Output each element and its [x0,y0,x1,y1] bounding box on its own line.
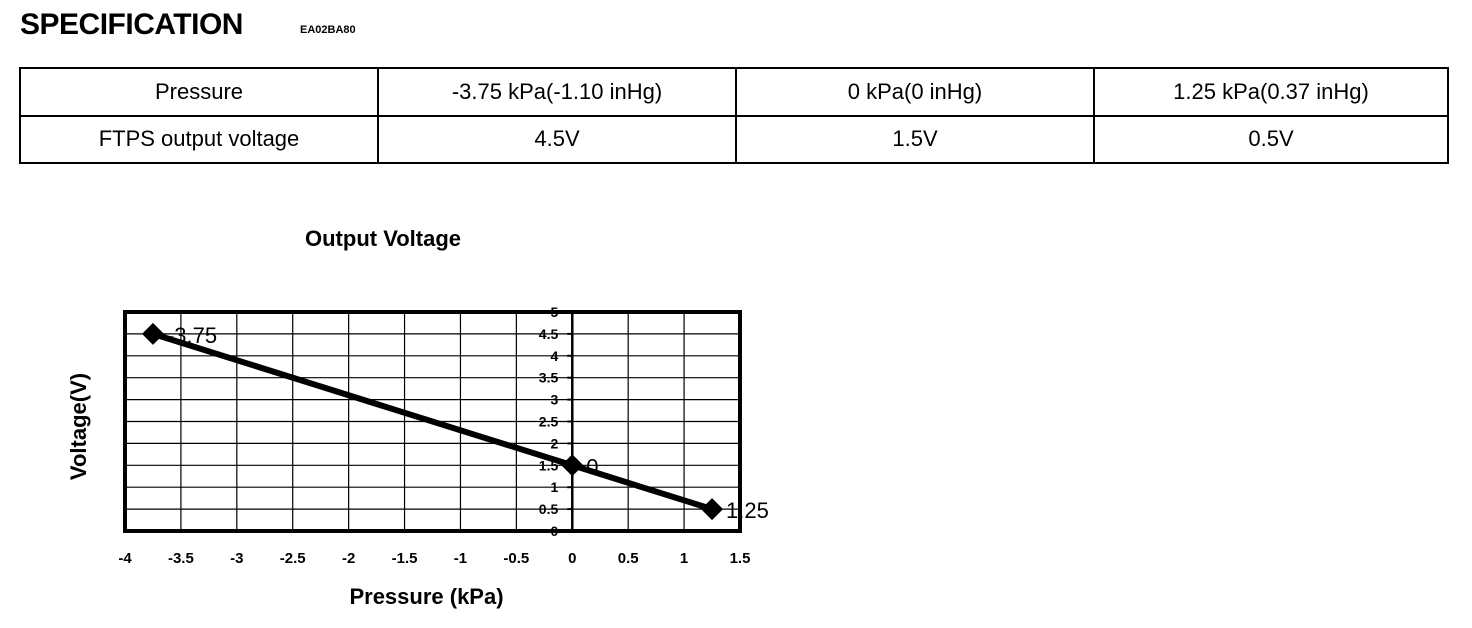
y-tick-label: 5 [550,304,558,320]
x-axis-label: Pressure (kPa) [349,584,503,609]
table-cell: 0 kPa(0 inHg) [735,67,1095,117]
table-cell: 1.25 kPa(0.37 inHg) [1093,67,1449,117]
chart-title: Output Voltage [305,226,462,251]
plot-border [123,310,742,533]
x-tick-label: -0.5 [503,550,529,567]
x-tick-label: -4 [118,550,132,567]
table-cell: 4.5V [377,114,737,164]
y-tick-label: 1 [550,479,558,495]
y-tick-label: 0.5 [539,501,559,517]
data-point-marker [701,498,724,521]
y-tick-label: 4.5 [539,326,559,342]
x-tick-label: 1 [680,550,688,567]
x-tick-label: -3.5 [168,550,194,567]
table-cell: 0.5V [1093,114,1449,164]
y-tick-label: 2 [550,435,558,451]
document-code: EA02BA80 [300,24,356,36]
table-row: FTPS output voltage 4.5V 1.5V 0.5V [19,114,1449,164]
y-tick-label: 3 [550,392,558,408]
x-tick-label: 0.5 [618,550,639,567]
y-tick-label: 3.5 [539,370,559,386]
data-point-label: -3.75 [167,323,217,348]
x-tick-label: 1.5 [730,550,751,567]
x-tick-label: -3 [230,550,243,567]
data-point-label: 1.25 [726,498,769,523]
x-tick-label: -2 [342,550,355,567]
y-tick-label: 0 [550,523,558,539]
data-point-label: 0 [586,454,598,479]
x-tick-label: -1 [454,550,467,567]
spec-table: Pressure -3.75 kPa(-1.10 inHg) 0 kPa(0 i… [19,67,1449,164]
table-cell: 1.5V [735,114,1095,164]
page-title: SPECIFICATION [20,8,243,41]
data-point-marker [561,454,584,477]
table-cell: Pressure [19,67,379,117]
y-tick-label: 2.5 [539,414,559,430]
table-cell: -3.75 kPa(-1.10 inHg) [377,67,737,117]
x-tick-label: -1.5 [392,550,418,567]
x-tick-label: 0 [568,550,576,567]
y-tick-label: 4 [550,348,558,364]
table-row: Pressure -3.75 kPa(-1.10 inHg) 0 kPa(0 i… [19,67,1449,117]
table-cell: FTPS output voltage [19,114,379,164]
y-axis-label: Voltage(V) [66,373,91,480]
x-tick-label: -2.5 [280,550,306,567]
data-point-marker [141,322,164,345]
